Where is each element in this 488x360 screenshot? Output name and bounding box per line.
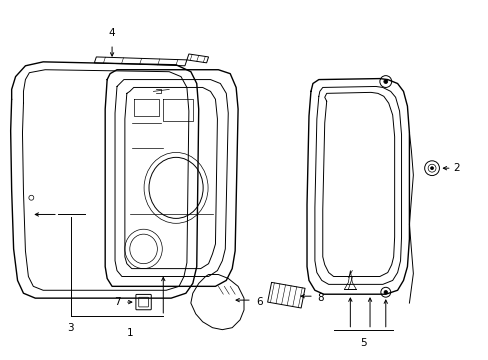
Circle shape [383,80,387,84]
Circle shape [383,291,387,294]
Circle shape [424,161,439,176]
Text: 8: 8 [316,293,323,303]
Text: 1: 1 [126,328,133,338]
Circle shape [430,167,433,170]
Text: 6: 6 [255,297,262,307]
Text: 7: 7 [114,297,121,307]
Circle shape [379,76,391,87]
Text: 2: 2 [453,163,459,173]
Text: 4: 4 [108,28,115,38]
Text: 5: 5 [359,338,366,347]
Circle shape [380,287,390,297]
FancyBboxPatch shape [136,294,151,310]
Text: 3: 3 [67,323,74,333]
